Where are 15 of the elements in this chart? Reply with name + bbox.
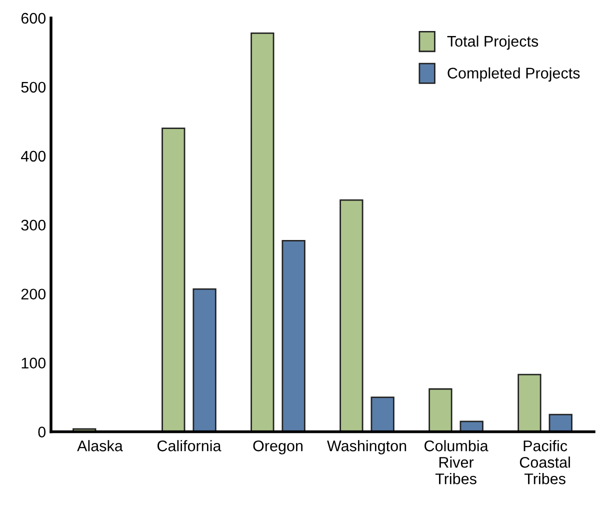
y-tick-label: 500: [21, 82, 46, 93]
x-tick-label: California: [157, 440, 222, 452]
legend-label: Total Projects: [447, 35, 538, 50]
x-tick-label: Oregon: [253, 440, 302, 454]
y-tick-label: 400: [21, 150, 46, 162]
legend-label: Completed Projects: [448, 67, 580, 82]
y-tick-label: 300: [21, 220, 46, 231]
x-tick-label: Washington: [327, 440, 406, 454]
y-tick-label: 200: [21, 288, 46, 300]
y-tick-label: 0: [38, 426, 46, 438]
x-tick-label: Alaska: [77, 440, 123, 452]
y-tick-label: 100: [22, 358, 46, 368]
x-tick-label: Pacific Coastal Tribes: [520, 440, 570, 484]
y-tick-label: 600: [21, 12, 46, 24]
x-tick-label: Columbia River Tribes: [424, 440, 488, 484]
